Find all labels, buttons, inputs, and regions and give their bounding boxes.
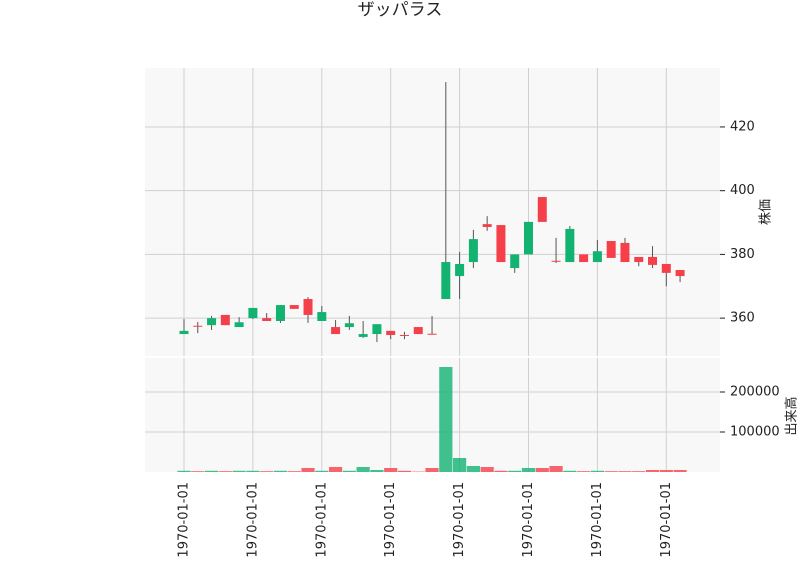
- volume-bar: [577, 471, 591, 472]
- candle-body: [592, 251, 602, 263]
- x-tick-label: 1970-01-01: [314, 482, 329, 558]
- candle-body: [289, 305, 299, 309]
- candle-body: [537, 197, 547, 222]
- volume-bar: [590, 470, 604, 472]
- volume-bar: [370, 470, 384, 472]
- volume-axis-label: 出来高: [784, 396, 800, 435]
- volume-bar: [273, 470, 288, 472]
- volume-bar: [315, 470, 329, 472]
- volume-bar: [508, 470, 522, 472]
- volume-bar: [204, 470, 219, 472]
- candle-body: [331, 327, 341, 335]
- volume-bar: [397, 470, 412, 472]
- volume-bar: [342, 470, 356, 472]
- x-tick-label: 1970-01-01: [521, 482, 536, 558]
- volume-bar: [521, 468, 536, 472]
- candle-body: [207, 318, 217, 326]
- volume-bar: [673, 470, 687, 472]
- x-tick-label: 1970-01-01: [383, 482, 398, 558]
- candle-body: [675, 270, 685, 277]
- candle-body: [413, 327, 423, 335]
- candle-body: [579, 254, 589, 263]
- volume-bar: [301, 468, 315, 472]
- volume-bar: [466, 466, 480, 472]
- candle-body: [193, 325, 203, 327]
- candle-body: [275, 305, 285, 321]
- volume-bar: [632, 471, 646, 472]
- candle-body: [496, 225, 506, 263]
- candle-body: [634, 256, 644, 263]
- volume-bar: [645, 470, 660, 472]
- chart-title: ザッパラス: [358, 0, 443, 20]
- volume-bar: [218, 471, 232, 472]
- candle-body: [551, 260, 561, 262]
- volume-bar: [191, 471, 205, 472]
- candle-body: [399, 335, 409, 337]
- volume-bar: [535, 468, 549, 472]
- candle-body: [358, 334, 368, 337]
- candle-body: [386, 330, 396, 336]
- volume-bar: [328, 467, 343, 472]
- volume-bar: [494, 470, 508, 472]
- price-panel: [145, 68, 720, 357]
- candle-body: [661, 263, 671, 273]
- y-tick-label: 360: [730, 311, 755, 326]
- volume-bar: [439, 367, 453, 472]
- candle-body: [606, 241, 616, 258]
- candle-body: [524, 221, 533, 255]
- candle-body: [455, 263, 465, 277]
- volume-bar: [604, 471, 618, 472]
- x-tick-label: 1970-01-01: [590, 482, 605, 558]
- y-tick-label: 400: [730, 183, 755, 198]
- x-tick-label: 1970-01-01: [245, 482, 260, 558]
- candle-body: [248, 307, 258, 319]
- candle-body: [344, 323, 354, 328]
- volume-bar: [232, 470, 246, 472]
- candle-body: [620, 242, 630, 263]
- candle-body: [427, 333, 437, 335]
- volume-bar: [177, 470, 191, 472]
- volume-bar: [425, 468, 439, 472]
- y-tick-label: 380: [730, 247, 755, 262]
- candle-body: [262, 318, 272, 321]
- volume-bar: [287, 471, 301, 472]
- volume-bar: [563, 470, 577, 472]
- candle-body: [179, 330, 189, 335]
- candle-body: [648, 256, 658, 265]
- y-tick-label: 420: [730, 119, 755, 134]
- x-tick-label: 1970-01-01: [177, 482, 192, 558]
- x-tick-label: 1970-01-01: [452, 482, 467, 558]
- candle-body: [468, 239, 478, 263]
- volume-tick-label: 100000: [730, 425, 780, 440]
- volume-bar: [356, 467, 370, 472]
- candle-body: [234, 322, 244, 328]
- volume-bar: [549, 466, 563, 472]
- volume-bar: [246, 470, 260, 472]
- candle-body: [220, 314, 230, 326]
- y-axis-label: 株価: [759, 199, 774, 225]
- volume-bar: [659, 470, 673, 472]
- candle-body: [317, 312, 327, 321]
- candle-body: [372, 324, 382, 335]
- volume-bar: [618, 471, 632, 472]
- volume-bar: [453, 458, 467, 472]
- candle-body: [303, 299, 313, 315]
- candle-body: [510, 254, 520, 269]
- candle-body: [482, 224, 492, 227]
- candle-body: [565, 228, 575, 263]
- volume-panel: [145, 358, 720, 472]
- volume-bar: [384, 468, 398, 472]
- x-tick-label: 1970-01-01: [659, 482, 674, 558]
- volume-bar: [260, 471, 274, 472]
- volume-bar: [480, 467, 494, 472]
- candle-body: [441, 262, 451, 300]
- volume-tick-label: 200000: [730, 385, 780, 400]
